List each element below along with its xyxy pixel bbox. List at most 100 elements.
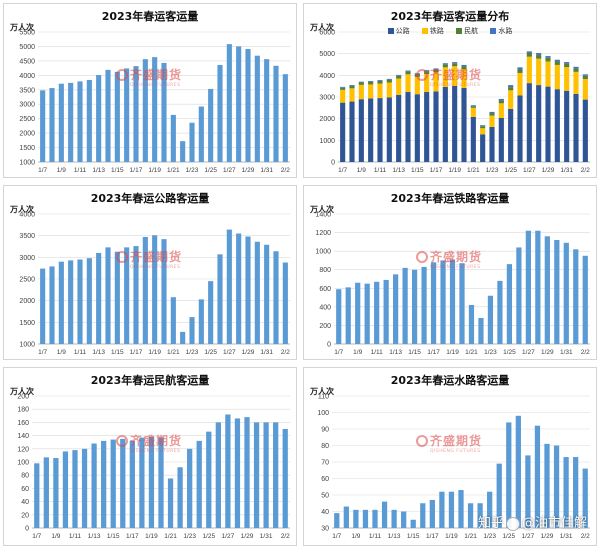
bar	[506, 422, 512, 528]
bar	[515, 415, 521, 528]
bar	[573, 249, 579, 344]
bar-segment	[405, 70, 411, 72]
y-tick-label: 0	[327, 342, 331, 349]
bar-segment	[442, 67, 448, 87]
bar-segment	[349, 86, 355, 89]
y-axis-unit: 万人次	[310, 205, 334, 214]
x-tick-label: 1/7	[332, 533, 341, 540]
y-tick-label: 3500	[19, 87, 35, 94]
x-tick-label: 1/15	[411, 167, 424, 174]
x-tick-label: 1/17	[427, 349, 440, 356]
chart-plot: 0 200 400 600 800 1000 1200 1400 1/7 1/9 1/11 1/13 1…	[315, 212, 590, 357]
chart-plot: 1000 1500 2000 2500 3000 3500 4000 1/7 1/9 1/11 1/…	[19, 212, 290, 357]
legend-item-rail: 铁路	[421, 26, 444, 36]
bar-segment	[573, 68, 579, 72]
chart-panel-total: 1000 1500 2000 2500 3000 3500 4000 4500 5000 5500…	[3, 3, 297, 178]
x-tick-label: 1/27	[222, 533, 235, 540]
x-tick-label: 2/2	[281, 349, 290, 356]
x-tick-label: 1/11	[374, 167, 387, 174]
bar-segment	[498, 100, 504, 104]
bar-segment	[508, 87, 514, 91]
bar	[72, 450, 78, 528]
x-tick-label: 1/25	[202, 533, 215, 540]
y-tick-label: 2000	[19, 298, 35, 305]
bar	[206, 431, 212, 528]
x-tick-label: 1/23	[483, 533, 496, 540]
x-tick-label: 1/17	[126, 533, 139, 540]
x-tick-label: 1/13	[388, 533, 401, 540]
watermark: 齐盛期货 QISHENG FUTURES	[116, 64, 182, 88]
bar	[264, 59, 270, 162]
y-tick-label: 30	[321, 526, 329, 533]
bar-segment	[386, 78, 392, 80]
y-tick-label: 180	[17, 407, 29, 414]
y-tick-label: 20	[21, 512, 29, 519]
bar	[86, 258, 92, 344]
bar-segment	[368, 81, 374, 82]
y-tick-label: 3000	[319, 95, 335, 102]
x-tick-label: 1/13	[88, 533, 101, 540]
bar-segment	[489, 126, 495, 162]
y-tick-label: 100	[317, 410, 329, 417]
x-tick-label: 1/19	[446, 349, 459, 356]
bar	[439, 491, 445, 528]
bar	[383, 279, 389, 344]
bar-segment	[340, 87, 346, 90]
bar	[234, 418, 241, 528]
bar	[34, 463, 40, 528]
x-tick-label: 1/27	[522, 533, 535, 540]
bar-segment	[377, 81, 383, 84]
bar	[334, 513, 340, 528]
bar	[410, 519, 416, 528]
y-tick-label: 3500	[19, 233, 35, 240]
bar	[421, 266, 427, 344]
x-tick-label: 1/15	[407, 533, 420, 540]
bar-segment	[358, 84, 364, 100]
chart-title: 2023年春运水路客运量	[390, 374, 510, 387]
x-tick-label: 1/31	[560, 349, 573, 356]
bar-segment	[396, 74, 402, 76]
bar-segment	[554, 61, 560, 65]
y-tick-label: 140	[17, 433, 29, 440]
x-tick-label: 1/27	[223, 167, 236, 174]
bar	[282, 429, 288, 528]
bar	[96, 75, 102, 162]
x-tick-label: 1/9	[353, 349, 362, 356]
bar	[582, 255, 588, 344]
bar-segment	[545, 57, 551, 62]
x-tick-label: 1/25	[504, 167, 517, 174]
y-tick-label: 1500	[19, 320, 35, 327]
y-tick-label: 2500	[19, 116, 35, 123]
bar-segment	[545, 56, 551, 58]
bar	[353, 509, 359, 528]
y-tick-label: 0	[331, 160, 335, 167]
y-tick-label: 400	[319, 304, 331, 311]
bar	[77, 81, 83, 162]
bar	[497, 280, 503, 344]
bar-segment	[358, 81, 364, 83]
y-tick-label: 200	[17, 394, 29, 401]
x-tick-label: 1/11	[69, 533, 82, 540]
watermark-logo-icon	[416, 68, 428, 81]
bar-segment	[405, 74, 411, 93]
x-tick-label: 1/11	[369, 533, 382, 540]
bar	[477, 503, 483, 528]
bar	[393, 274, 399, 344]
x-tick-label: 1/27	[522, 349, 535, 356]
x-tick-label: 1/15	[111, 349, 124, 356]
bar	[264, 244, 270, 344]
bar-segment	[564, 67, 570, 91]
bar	[336, 289, 342, 344]
y-tick-label: 80	[21, 473, 29, 480]
x-tick-label: 1/29	[242, 349, 255, 356]
bar-segment	[536, 85, 542, 162]
x-tick-label: 1/7	[38, 349, 47, 356]
watermark: 齐盛期货 QISHENG FUTURES	[416, 64, 482, 88]
bar-segment	[340, 102, 346, 162]
watermark-logo-icon	[416, 434, 428, 447]
bar	[177, 467, 183, 528]
y-axis-unit: 万人次	[10, 205, 34, 214]
bar-segment	[573, 71, 579, 94]
bar-segment	[433, 72, 439, 92]
bar-segment	[526, 52, 532, 57]
